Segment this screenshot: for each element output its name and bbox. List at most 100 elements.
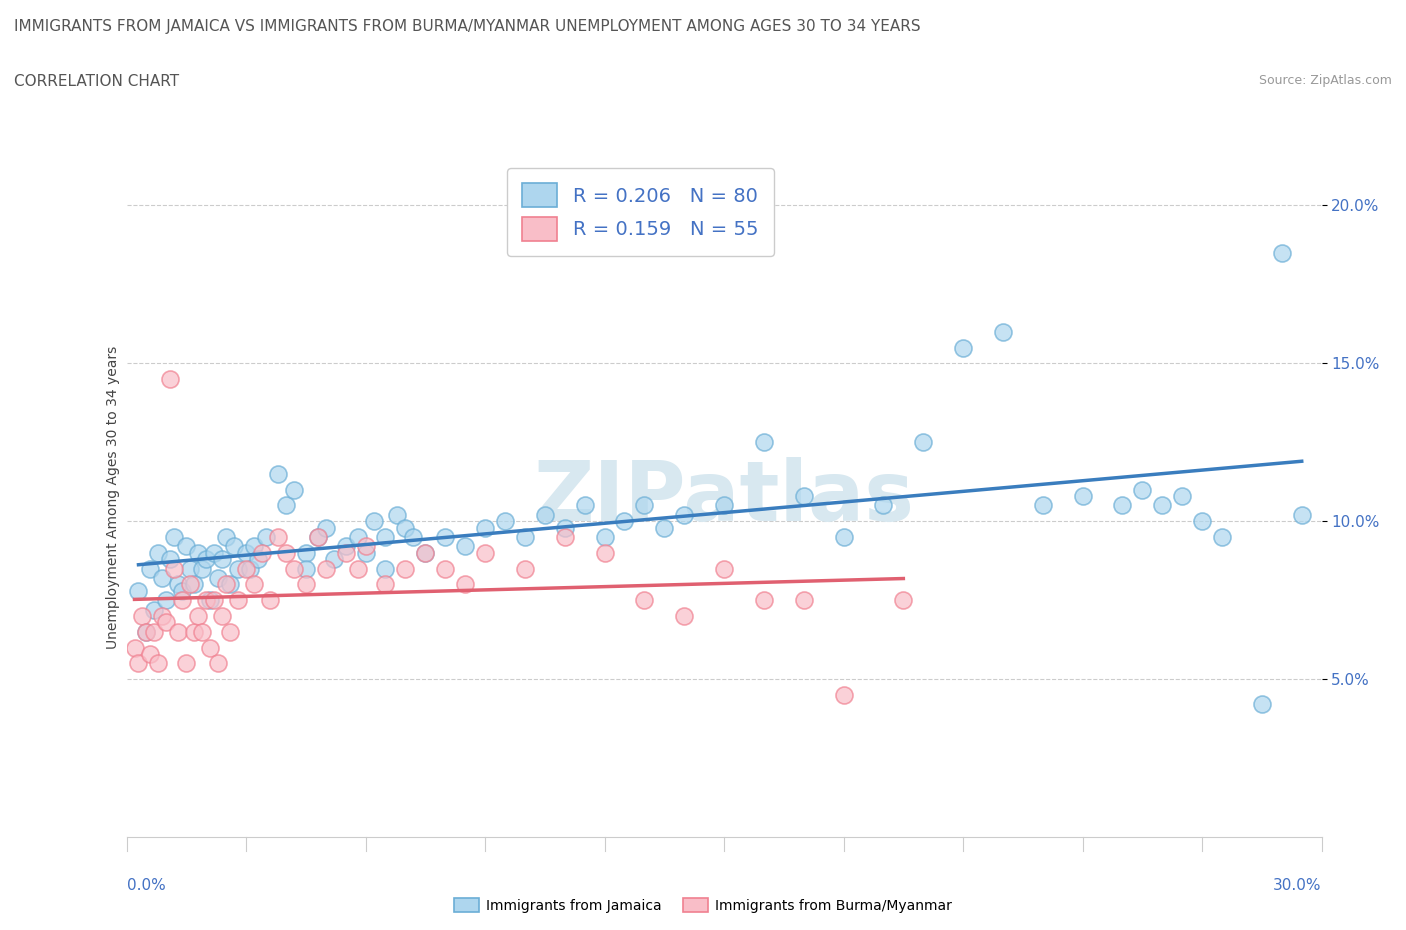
Point bbox=[283, 561, 305, 576]
Point bbox=[163, 529, 186, 544]
Point bbox=[155, 615, 177, 630]
Point bbox=[374, 561, 396, 576]
Point bbox=[267, 467, 290, 482]
Point bbox=[294, 561, 316, 576]
Legend: Immigrants from Jamaica, Immigrants from Burma/Myanmar: Immigrants from Jamaica, Immigrants from… bbox=[449, 893, 957, 919]
Point bbox=[294, 577, 316, 591]
Point bbox=[1130, 483, 1153, 498]
Point bbox=[335, 545, 357, 560]
Point bbox=[139, 646, 162, 661]
Point bbox=[613, 513, 636, 528]
Point bbox=[172, 592, 194, 607]
Legend: R = 0.206   N = 80, R = 0.159   N = 55: R = 0.206 N = 80, R = 0.159 N = 55 bbox=[506, 167, 775, 256]
Point bbox=[179, 577, 201, 591]
Point bbox=[363, 513, 385, 528]
Point bbox=[891, 592, 914, 607]
Point bbox=[513, 561, 536, 576]
Point bbox=[200, 640, 222, 655]
Point bbox=[713, 498, 735, 512]
Point bbox=[413, 545, 436, 560]
Point bbox=[307, 529, 329, 544]
Point bbox=[652, 520, 675, 535]
Point bbox=[259, 592, 281, 607]
Point bbox=[533, 508, 555, 523]
Point bbox=[219, 624, 242, 639]
Point bbox=[235, 561, 257, 576]
Point bbox=[374, 529, 396, 544]
Point bbox=[226, 561, 249, 576]
Point bbox=[152, 608, 174, 623]
Point bbox=[713, 561, 735, 576]
Point bbox=[307, 529, 329, 544]
Point bbox=[187, 608, 209, 623]
Point bbox=[135, 624, 157, 639]
Point bbox=[195, 551, 218, 566]
Point bbox=[474, 520, 496, 535]
Point bbox=[752, 592, 775, 607]
Point bbox=[183, 577, 205, 591]
Point bbox=[1071, 488, 1094, 503]
Point bbox=[135, 624, 157, 639]
Point bbox=[239, 561, 262, 576]
Point bbox=[143, 603, 166, 618]
Point bbox=[283, 483, 305, 498]
Point bbox=[207, 571, 229, 586]
Point bbox=[195, 592, 218, 607]
Point bbox=[243, 577, 266, 591]
Point bbox=[191, 561, 214, 576]
Point bbox=[574, 498, 596, 512]
Point bbox=[832, 687, 855, 702]
Point bbox=[554, 529, 576, 544]
Point bbox=[315, 561, 337, 576]
Point bbox=[387, 508, 409, 523]
Point bbox=[434, 529, 457, 544]
Point bbox=[454, 539, 477, 554]
Point bbox=[793, 592, 815, 607]
Point bbox=[335, 539, 357, 554]
Point bbox=[207, 656, 229, 671]
Point bbox=[167, 577, 190, 591]
Point bbox=[274, 498, 297, 512]
Point bbox=[152, 571, 174, 586]
Text: 30.0%: 30.0% bbox=[1274, 878, 1322, 893]
Point bbox=[235, 545, 257, 560]
Point bbox=[148, 656, 170, 671]
Point bbox=[131, 608, 153, 623]
Point bbox=[346, 529, 368, 544]
Point bbox=[354, 539, 377, 554]
Point bbox=[1111, 498, 1133, 512]
Point bbox=[139, 561, 162, 576]
Point bbox=[267, 529, 290, 544]
Point bbox=[991, 325, 1014, 339]
Point bbox=[243, 539, 266, 554]
Point bbox=[1171, 488, 1194, 503]
Point bbox=[159, 372, 181, 387]
Point bbox=[215, 577, 238, 591]
Point bbox=[633, 498, 655, 512]
Point bbox=[124, 640, 146, 655]
Point bbox=[174, 656, 197, 671]
Point bbox=[143, 624, 166, 639]
Point bbox=[1271, 246, 1294, 260]
Point bbox=[912, 435, 935, 450]
Point bbox=[1032, 498, 1054, 512]
Point bbox=[752, 435, 775, 450]
Point bbox=[793, 488, 815, 503]
Point bbox=[294, 545, 316, 560]
Point bbox=[127, 656, 149, 671]
Text: Source: ZipAtlas.com: Source: ZipAtlas.com bbox=[1258, 74, 1392, 87]
Point bbox=[872, 498, 894, 512]
Point bbox=[127, 583, 149, 598]
Point bbox=[593, 529, 616, 544]
Text: CORRELATION CHART: CORRELATION CHART bbox=[14, 74, 179, 89]
Point bbox=[593, 545, 616, 560]
Text: IMMIGRANTS FROM JAMAICA VS IMMIGRANTS FROM BURMA/MYANMAR UNEMPLOYMENT AMONG AGES: IMMIGRANTS FROM JAMAICA VS IMMIGRANTS FR… bbox=[14, 19, 921, 33]
Point bbox=[494, 513, 516, 528]
Point bbox=[191, 624, 214, 639]
Point bbox=[322, 551, 344, 566]
Text: 0.0%: 0.0% bbox=[127, 878, 166, 893]
Point bbox=[832, 529, 855, 544]
Point bbox=[952, 340, 974, 355]
Point bbox=[513, 529, 536, 544]
Point bbox=[155, 592, 177, 607]
